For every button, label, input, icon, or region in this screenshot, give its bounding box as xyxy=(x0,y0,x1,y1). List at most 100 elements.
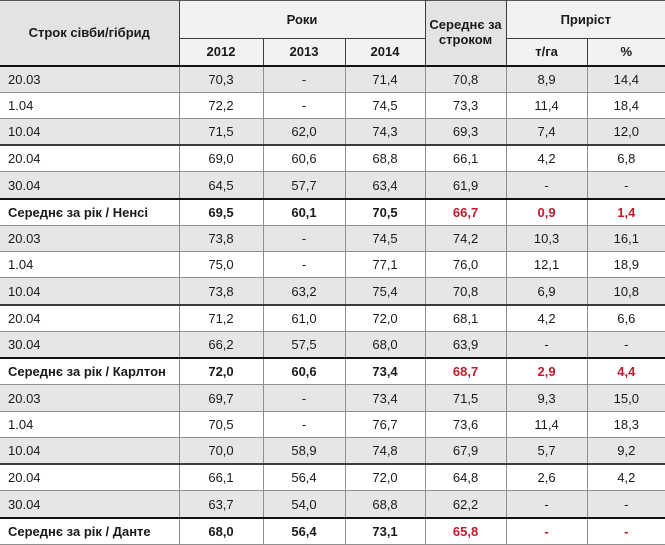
cell: 68,8 xyxy=(344,490,426,519)
row-label: 20.04 xyxy=(0,144,180,173)
header-year-2013: 2013 xyxy=(262,38,346,67)
cell: 6,6 xyxy=(586,303,665,332)
table-row: 20.04 69,0 60,6 68,8 66,1 4,2 6,8 xyxy=(0,144,665,173)
cell: 70,5 xyxy=(178,410,264,438)
summary-row: Середнє за рік / Данте 68,0 56,4 73,1 65,8- - xyxy=(0,516,665,545)
row-label: 20.04 xyxy=(0,303,180,332)
cell: 6,8 xyxy=(586,144,665,173)
cell: - xyxy=(262,65,346,93)
cell: 72,0 xyxy=(178,357,264,386)
cell: 76,0 xyxy=(424,251,507,279)
cell: 74,5 xyxy=(344,91,426,119)
cell: 73,8 xyxy=(178,224,264,253)
cell: 18,3 xyxy=(586,410,665,438)
cell: 70,8 xyxy=(424,65,507,93)
cell: 57,7 xyxy=(262,171,346,200)
row-label: 30.04 xyxy=(0,490,180,519)
header-years-group: Роки xyxy=(178,0,426,39)
cell: 18,9 xyxy=(586,251,665,279)
cell: 66,1 xyxy=(424,144,507,173)
cell: - xyxy=(586,330,665,359)
header-row-groups: Строк сівби/гібрид Роки Середнє за строк… xyxy=(0,0,665,67)
cell: 68,8 xyxy=(344,144,426,173)
cell: 63,4 xyxy=(344,171,426,200)
row-label: 20.03 xyxy=(0,224,180,253)
cell: 68,0 xyxy=(344,330,426,359)
cell: 73,6 xyxy=(424,410,507,438)
table-row: 20.03 69,7-73,4 71,5 9,3 15,0 xyxy=(0,384,665,412)
table-row: 1.04 72,2-74,5 73,3 11,4 18,4 xyxy=(0,91,665,119)
cell: - xyxy=(262,251,346,279)
cell: 70,5 xyxy=(344,197,426,226)
table-row: 20.03 70,3-71,4 70,8 8,9 14,4 xyxy=(0,65,665,93)
cell: 69,5 xyxy=(178,197,264,226)
header-gain-percent: % xyxy=(586,38,665,67)
cell: 76,7 xyxy=(344,410,426,438)
cell: 66,2 xyxy=(178,330,264,359)
cell: 66,1 xyxy=(178,463,264,492)
cell: - xyxy=(262,384,346,412)
cell: 57,5 xyxy=(262,330,346,359)
cell: 60,1 xyxy=(262,197,346,226)
cell: 54,0 xyxy=(262,490,346,519)
cell: 73,4 xyxy=(344,384,426,412)
row-label: 30.04 xyxy=(0,330,180,359)
cell: 63,7 xyxy=(178,490,264,519)
row-label: 30.04 xyxy=(0,171,180,200)
cell: 69,0 xyxy=(178,144,264,173)
header-gain-group: Приріст xyxy=(505,0,665,39)
row-label: 20.04 xyxy=(0,463,180,492)
cell: 4,2 xyxy=(505,303,588,332)
cell: 74,3 xyxy=(344,117,426,146)
cell: - xyxy=(505,516,588,545)
cell: - xyxy=(262,91,346,119)
cell: 9,2 xyxy=(586,436,665,465)
cell: 74,2 xyxy=(424,224,507,253)
header-average-by-date: Середнє за строком xyxy=(424,0,507,67)
cell: 14,4 xyxy=(586,65,665,93)
table-row: 30.04 66,2 57,5 68,0 63,9- - xyxy=(0,330,665,359)
cell: 68,7 xyxy=(424,357,507,386)
cell: 74,8 xyxy=(344,436,426,465)
table-row: 20.04 66,1 56,4 72,0 64,8 2,6 4,2 xyxy=(0,463,665,492)
cell: 64,8 xyxy=(424,463,507,492)
cell: 11,4 xyxy=(505,410,588,438)
cell: 73,1 xyxy=(344,516,426,545)
row-label: Середнє за рік / Данте xyxy=(0,516,180,545)
cell: 68,0 xyxy=(178,516,264,545)
cell: 63,2 xyxy=(262,277,346,306)
cell: 62,0 xyxy=(262,117,346,146)
table-row: 10.04 70,0 58,9 74,8 67,9 5,7 9,2 xyxy=(0,436,665,465)
cell: 68,1 xyxy=(424,303,507,332)
header-year-2014: 2014 xyxy=(344,38,426,67)
row-label: 1.04 xyxy=(0,410,180,438)
cell: 61,0 xyxy=(262,303,346,332)
cell: 69,3 xyxy=(424,117,507,146)
cell: - xyxy=(586,490,665,519)
cell: 66,7 xyxy=(424,197,507,226)
cell: 18,4 xyxy=(586,91,665,119)
cell: 61,9 xyxy=(424,171,507,200)
cell: - xyxy=(262,410,346,438)
table-header: Строк сівби/гібрид Роки Середнє за строк… xyxy=(0,0,665,67)
cell: 10,3 xyxy=(505,224,588,253)
row-label: 1.04 xyxy=(0,251,180,279)
row-label: 10.04 xyxy=(0,117,180,146)
summary-row: Середнє за рік / Карлтон 72,0 60,6 73,4 68,7… xyxy=(0,357,665,386)
cell: 69,7 xyxy=(178,384,264,412)
table-row: 1.04 70,5-76,7 73,6 11,4 18,3 xyxy=(0,410,665,438)
cell: 77,1 xyxy=(344,251,426,279)
cell: 56,4 xyxy=(262,516,346,545)
cell: 2,6 xyxy=(505,463,588,492)
cell: 5,7 xyxy=(505,436,588,465)
header-sowing-date-hybrid: Строк сівби/гібрид xyxy=(0,0,180,67)
cell: 12,1 xyxy=(505,251,588,279)
table-row: 1.04 75,0-77,1 76,0 12,1 18,9 xyxy=(0,251,665,279)
cell: 8,9 xyxy=(505,65,588,93)
cell: 12,0 xyxy=(586,117,665,146)
cell: 11,4 xyxy=(505,91,588,119)
row-label: Середнє за рік / Карлтон xyxy=(0,357,180,386)
summary-row: Середнє за рік / Ненсі 69,5 60,1 70,5 66,7 0,… xyxy=(0,197,665,226)
